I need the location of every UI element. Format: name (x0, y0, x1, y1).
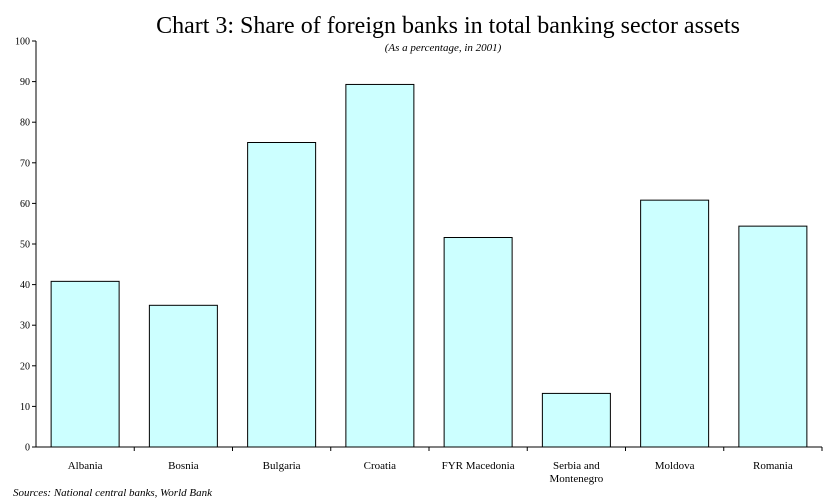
bar-albania (50, 280, 120, 448)
x-category-label: Albania (68, 460, 103, 472)
source-note: Sources: National central banks, World B… (13, 487, 213, 499)
chart-subtitle: (As a percentage, in 2001) (385, 42, 502, 54)
bars (50, 83, 808, 448)
y-tick-label: 0 (25, 443, 30, 454)
bar-croatia (345, 83, 415, 448)
bar-serbia-and-montenegro (541, 392, 611, 448)
y-axis-ticks: 0 10 20 30 40 50 60 70 80 90 100 (15, 37, 36, 454)
bar-fyr-macedonia (443, 237, 513, 448)
x-category-label: FYR Macedonia (442, 460, 515, 472)
y-tick-label: 20 (20, 361, 30, 372)
bar-bosnia (148, 304, 218, 448)
x-category-label: Bulgaria (263, 460, 301, 472)
x-axis-labels: Albania Bosnia Bulgaria Croatia FYR Macedoni… (68, 447, 823, 485)
chart-title: Chart 3: Share of foreign banks in total… (156, 13, 740, 39)
y-tick-label: 60 (20, 199, 30, 210)
bar-bulgaria (247, 142, 317, 448)
x-category-label: Moldova (655, 460, 695, 472)
y-tick-label: 10 (20, 402, 30, 413)
bar-romania (738, 225, 808, 448)
x-category-label: Croatia (364, 460, 396, 472)
x-category-label: Serbia and Montenegro (549, 460, 603, 485)
y-tick-label: 90 (20, 77, 30, 88)
bar-moldova (640, 199, 710, 448)
y-tick-label: 100 (15, 37, 30, 48)
y-tick-label: 30 (20, 321, 30, 332)
y-tick-label: 70 (20, 158, 30, 169)
y-tick-label: 80 (20, 118, 30, 129)
x-category-label: Bosnia (168, 460, 199, 472)
x-category-label: Romania (753, 460, 793, 472)
y-tick-label: 50 (20, 240, 30, 251)
y-tick-label: 40 (20, 280, 30, 291)
